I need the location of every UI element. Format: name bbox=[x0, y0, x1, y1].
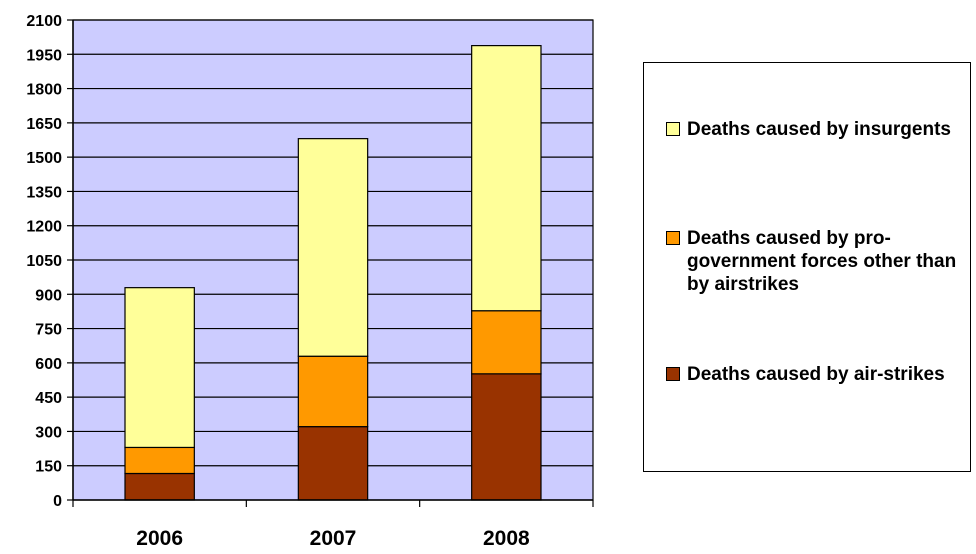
legend: Deaths caused by insurgents Deaths caused… bbox=[643, 62, 971, 472]
legend-swatch bbox=[666, 367, 680, 381]
y-tick-label-150: 150 bbox=[35, 459, 62, 476]
bar-2007-deaths-caused-by-pro-government-forces-other-than-by-airstrikes bbox=[297, 355, 369, 428]
bar-2008-deaths-caused-by-pro-government-forces-other-than-by-airstrikes bbox=[471, 310, 542, 375]
y-tick-label-900: 900 bbox=[35, 287, 62, 304]
x-tick-label-2007: 2007 bbox=[310, 527, 357, 550]
y-tick-label-1950: 1950 bbox=[26, 47, 62, 64]
y-tick-label-750: 750 bbox=[35, 322, 62, 339]
y-tick-label-300: 300 bbox=[35, 424, 62, 441]
legend-label: Deaths caused by pro-government forces o… bbox=[687, 228, 957, 295]
legend-label: Deaths caused by air-strikes bbox=[687, 364, 945, 385]
bars bbox=[124, 44, 542, 501]
y-tick-label-1800: 1800 bbox=[26, 82, 62, 99]
legend-swatch bbox=[666, 122, 680, 136]
x-tick-labels: 2006 2007 2008 bbox=[136, 527, 530, 550]
y-tick-label-2100: 2100 bbox=[26, 13, 62, 30]
y-tick-label-450: 450 bbox=[35, 390, 62, 407]
legend-label: Deaths caused by insurgents bbox=[687, 119, 951, 140]
bar-2006-deaths-caused-by-pro-government-forces-other-than-by-airstrikes bbox=[124, 446, 195, 475]
legend-item-deaths-caused-by-air-strikes: Deaths caused by air-strikes bbox=[666, 363, 966, 386]
y-tick-labels: 0 150 300 450 600 750 900 1050 1200 1350 1500 1650 1… bbox=[26, 13, 62, 510]
y-tick-label-0: 0 bbox=[53, 493, 62, 510]
y-tick-label-1500: 1500 bbox=[26, 150, 62, 167]
y-tick-label-1050: 1050 bbox=[26, 253, 62, 270]
bar-2007-deaths-caused-by-air-strikes bbox=[297, 426, 369, 501]
y-tick-label-1650: 1650 bbox=[26, 116, 62, 133]
axes bbox=[67, 19, 594, 507]
bar-2006-deaths-caused-by-insurgents bbox=[124, 287, 195, 449]
x-tick-label-2006: 2006 bbox=[136, 527, 183, 550]
bar-2008-deaths-caused-by-air-strikes bbox=[471, 373, 542, 501]
y-tick-label-1350: 1350 bbox=[26, 184, 62, 201]
bar-2008-deaths-caused-by-insurgents bbox=[471, 44, 542, 312]
legend-item-deaths-caused-by-insurgents: Deaths caused by insurgents bbox=[666, 118, 966, 141]
legend-item-deaths-caused-by-pro-government-forces-other-than-by-airstrikes: Deaths caused by pro-government forces o… bbox=[666, 227, 966, 296]
bar-2006-deaths-caused-by-air-strikes bbox=[124, 472, 195, 501]
y-tick-label-1200: 1200 bbox=[26, 219, 62, 236]
bar-2007-deaths-caused-by-insurgents bbox=[297, 138, 369, 357]
x-tick-label-2008: 2008 bbox=[483, 527, 530, 550]
y-tick-label-600: 600 bbox=[35, 356, 62, 373]
legend-swatch bbox=[666, 231, 680, 245]
